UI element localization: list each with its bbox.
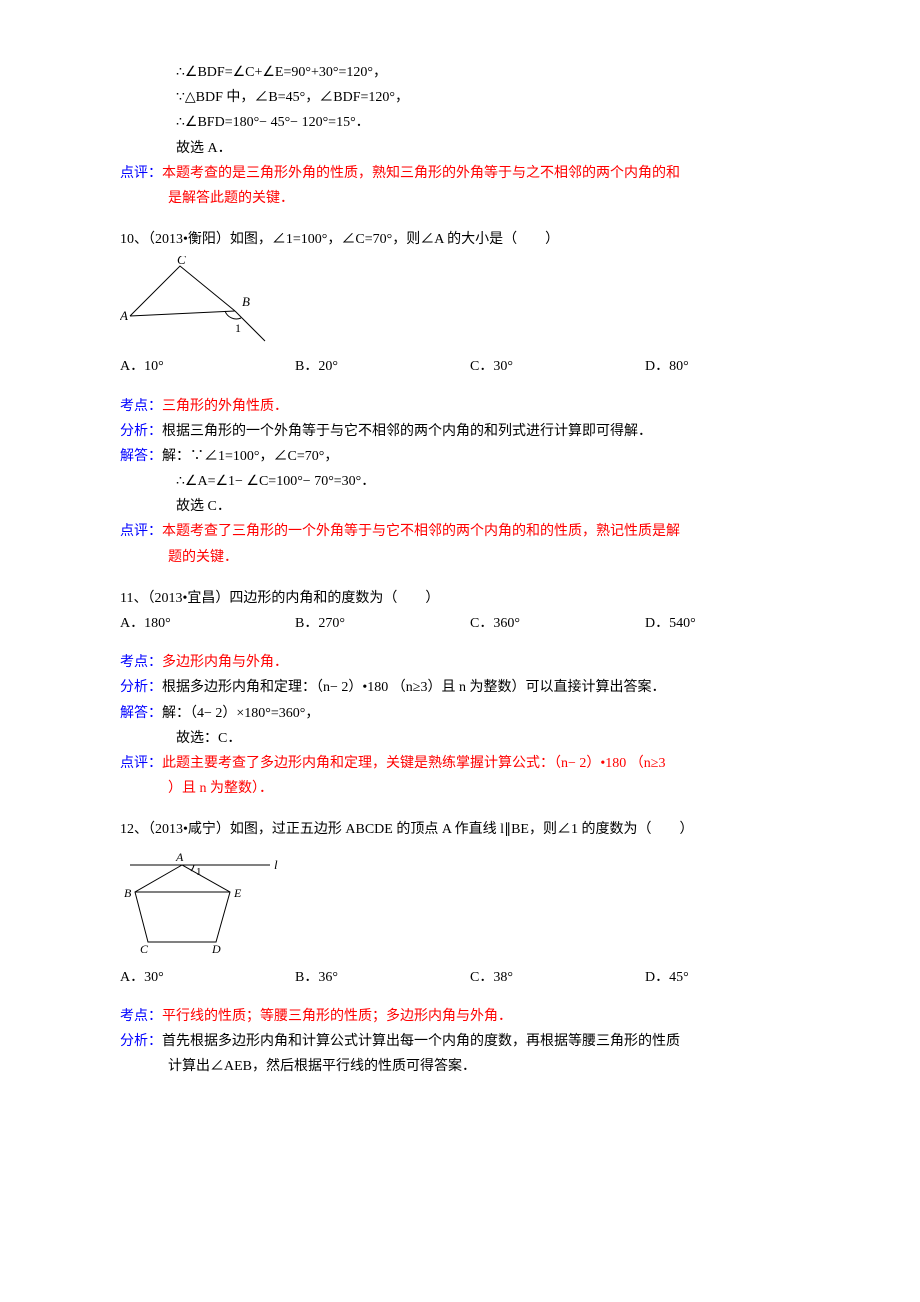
jd-t1: 解：（4− 2）×180°=360°， (162, 706, 319, 721)
prev-l4: 故选 A． (120, 136, 820, 161)
dp-t1: 此题主要考查了多边形内角和定理，关键是熟练掌握计算公式：（n− 2）•180 （… (162, 756, 665, 771)
kd-label: 考点： (120, 655, 162, 670)
fx-text: 根据三角形的一个外角等于与它不相邻的两个内角的和列式进行计算即可得解． (162, 424, 652, 439)
q11-stem: 11、（2013•宜昌）四边形的内角和的度数为（ ） (120, 586, 820, 611)
fx-label: 分析： (120, 680, 162, 695)
kd-text: 平行线的性质；等腰三角形的性质；多边形内角与外角． (162, 1009, 512, 1024)
dp-t1: 本题考查了三角形的一个外角等于与它不相邻的两个内角的和的性质，熟记性质是解 (162, 524, 680, 539)
q11-fx: 分析：根据多边形内角和定理：（n− 2）•180 （n≥3）且 n 为整数）可以… (120, 675, 820, 700)
jd-t2: 故选：C． (120, 726, 820, 751)
q12-label-E: E (233, 886, 242, 900)
kd-label: 考点： (120, 399, 162, 414)
q12-kd: 考点：平行线的性质；等腰三角形的性质；多边形内角与外角． (120, 1004, 820, 1029)
dp-text2: 是解答此题的关键． (120, 186, 820, 211)
jd-label: 解答： (120, 706, 162, 721)
q12-label-C: C (140, 942, 149, 956)
q10-fx: 分析：根据三角形的一个外角等于与它不相邻的两个内角的和列式进行计算即可得解． (120, 419, 820, 444)
q11-jd: 解答：解：（4− 2）×180°=360°， (120, 701, 820, 726)
fx-label: 分析： (120, 1034, 162, 1049)
q12-label-A: A (175, 850, 184, 864)
kd-text: 多边形内角与外角． (162, 655, 288, 670)
prev-dp: 点评：本题考查的是三角形外角的性质，熟知三角形的外角等于与之不相邻的两个内角的和 (120, 161, 820, 186)
q11-optD: D．540° (645, 611, 820, 636)
q12-optA: A．30° (120, 965, 295, 990)
q12-label-1: 1 (196, 866, 202, 878)
q10-dp: 点评：本题考查了三角形的一个外角等于与它不相邻的两个内角的和的性质，熟记性质是解 (120, 519, 820, 544)
prev-solution: ∴∠BDF=∠C+∠E=90°+30°=120°， ∵△BDF 中，∠B=45°… (120, 60, 820, 211)
q12-stem: 12、（2013•咸宁）如图，过正五边形 ABCDE 的顶点 A 作直线 l∥B… (120, 817, 820, 842)
dp-t2: 题的关键． (120, 545, 820, 570)
q11: 11、（2013•宜昌）四边形的内角和的度数为（ ） A．180° B．270°… (120, 586, 820, 802)
q12: 12、（2013•咸宁）如图，过正五边形 ABCDE 的顶点 A 作直线 l∥B… (120, 817, 820, 1079)
q10: 10、（2013•衡阳）如图，∠1=100°，∠C=70°，则∠A 的大小是（ … (120, 227, 820, 570)
q10-label-A: A (120, 308, 128, 323)
q10-label-B: B (242, 294, 250, 309)
q12-optB: B．36° (295, 965, 470, 990)
q12-options: A．30° B．36° C．38° D．45° (120, 965, 820, 990)
dp-label: 点评： (120, 756, 162, 771)
q11-optA: A．180° (120, 611, 295, 636)
kd-label: 考点： (120, 1009, 162, 1024)
prev-l1: ∴∠BDF=∠C+∠E=90°+30°=120°， (120, 60, 820, 85)
q10-label-C: C (177, 256, 186, 267)
dp-text1: 本题考查的是三角形外角的性质，熟知三角形的外角等于与之不相邻的两个内角的和 (162, 166, 680, 181)
q10-optA: A．10° (120, 354, 295, 379)
q11-optC: C．360° (470, 611, 645, 636)
q10-options: A．10° B．20° C．30° D．80° (120, 354, 820, 379)
dp-label: 点评： (120, 166, 162, 181)
q12-figure: A l B E C D 1 (120, 847, 290, 957)
q10-kd: 考点：三角形的外角性质． (120, 394, 820, 419)
prev-l2: ∵△BDF 中，∠B=45°，∠BDF=120°， (120, 85, 820, 110)
q11-optB: B．270° (295, 611, 470, 636)
dp-label: 点评： (120, 524, 162, 539)
dp-t2: ）且 n 为整数）． (120, 776, 820, 801)
q12-label-B: B (124, 886, 132, 900)
q11-kd: 考点：多边形内角与外角． (120, 650, 820, 675)
q10-optC: C．30° (470, 354, 645, 379)
q10-stem: 10、（2013•衡阳）如图，∠1=100°，∠C=70°，则∠A 的大小是（ … (120, 227, 820, 252)
jd-label: 解答： (120, 449, 162, 464)
kd-text: 三角形的外角性质． (162, 399, 288, 414)
q12-label-l: l (274, 857, 278, 872)
fx-t1: 首先根据多边形内角和计算公式计算出每一个内角的度数，再根据等腰三角形的性质 (162, 1034, 680, 1049)
q10-jd: 解答：解：∵∠1=100°，∠C=70°， (120, 444, 820, 469)
q10-optD: D．80° (645, 354, 820, 379)
q12-label-D: D (211, 942, 221, 956)
q10-optB: B．20° (295, 354, 470, 379)
q10-figure: A C B 1 (120, 256, 280, 346)
q12-optC: C．38° (470, 965, 645, 990)
q12-optD: D．45° (645, 965, 820, 990)
fx-text: 根据多边形内角和定理：（n− 2）•180 （n≥3）且 n 为整数）可以直接计… (162, 680, 665, 695)
jd-t2: ∴∠A=∠1− ∠C=100°− 70°=30°． (120, 469, 820, 494)
fx-t2: 计算出∠AEB，然后根据平行线的性质可得答案． (120, 1054, 820, 1079)
q11-options: A．180° B．270° C．360° D．540° (120, 611, 820, 636)
q12-fx: 分析：首先根据多边形内角和计算公式计算出每一个内角的度数，再根据等腰三角形的性质 (120, 1029, 820, 1054)
prev-l3: ∴∠BFD=180°− 45°− 120°=15°． (120, 110, 820, 135)
fx-label: 分析： (120, 424, 162, 439)
jd-t3: 故选 C． (120, 494, 820, 519)
q11-dp: 点评：此题主要考查了多边形内角和定理，关键是熟练掌握计算公式：（n− 2）•18… (120, 751, 820, 776)
jd-t1: 解：∵∠1=100°，∠C=70°， (162, 449, 338, 464)
q10-label-1: 1 (235, 321, 241, 335)
